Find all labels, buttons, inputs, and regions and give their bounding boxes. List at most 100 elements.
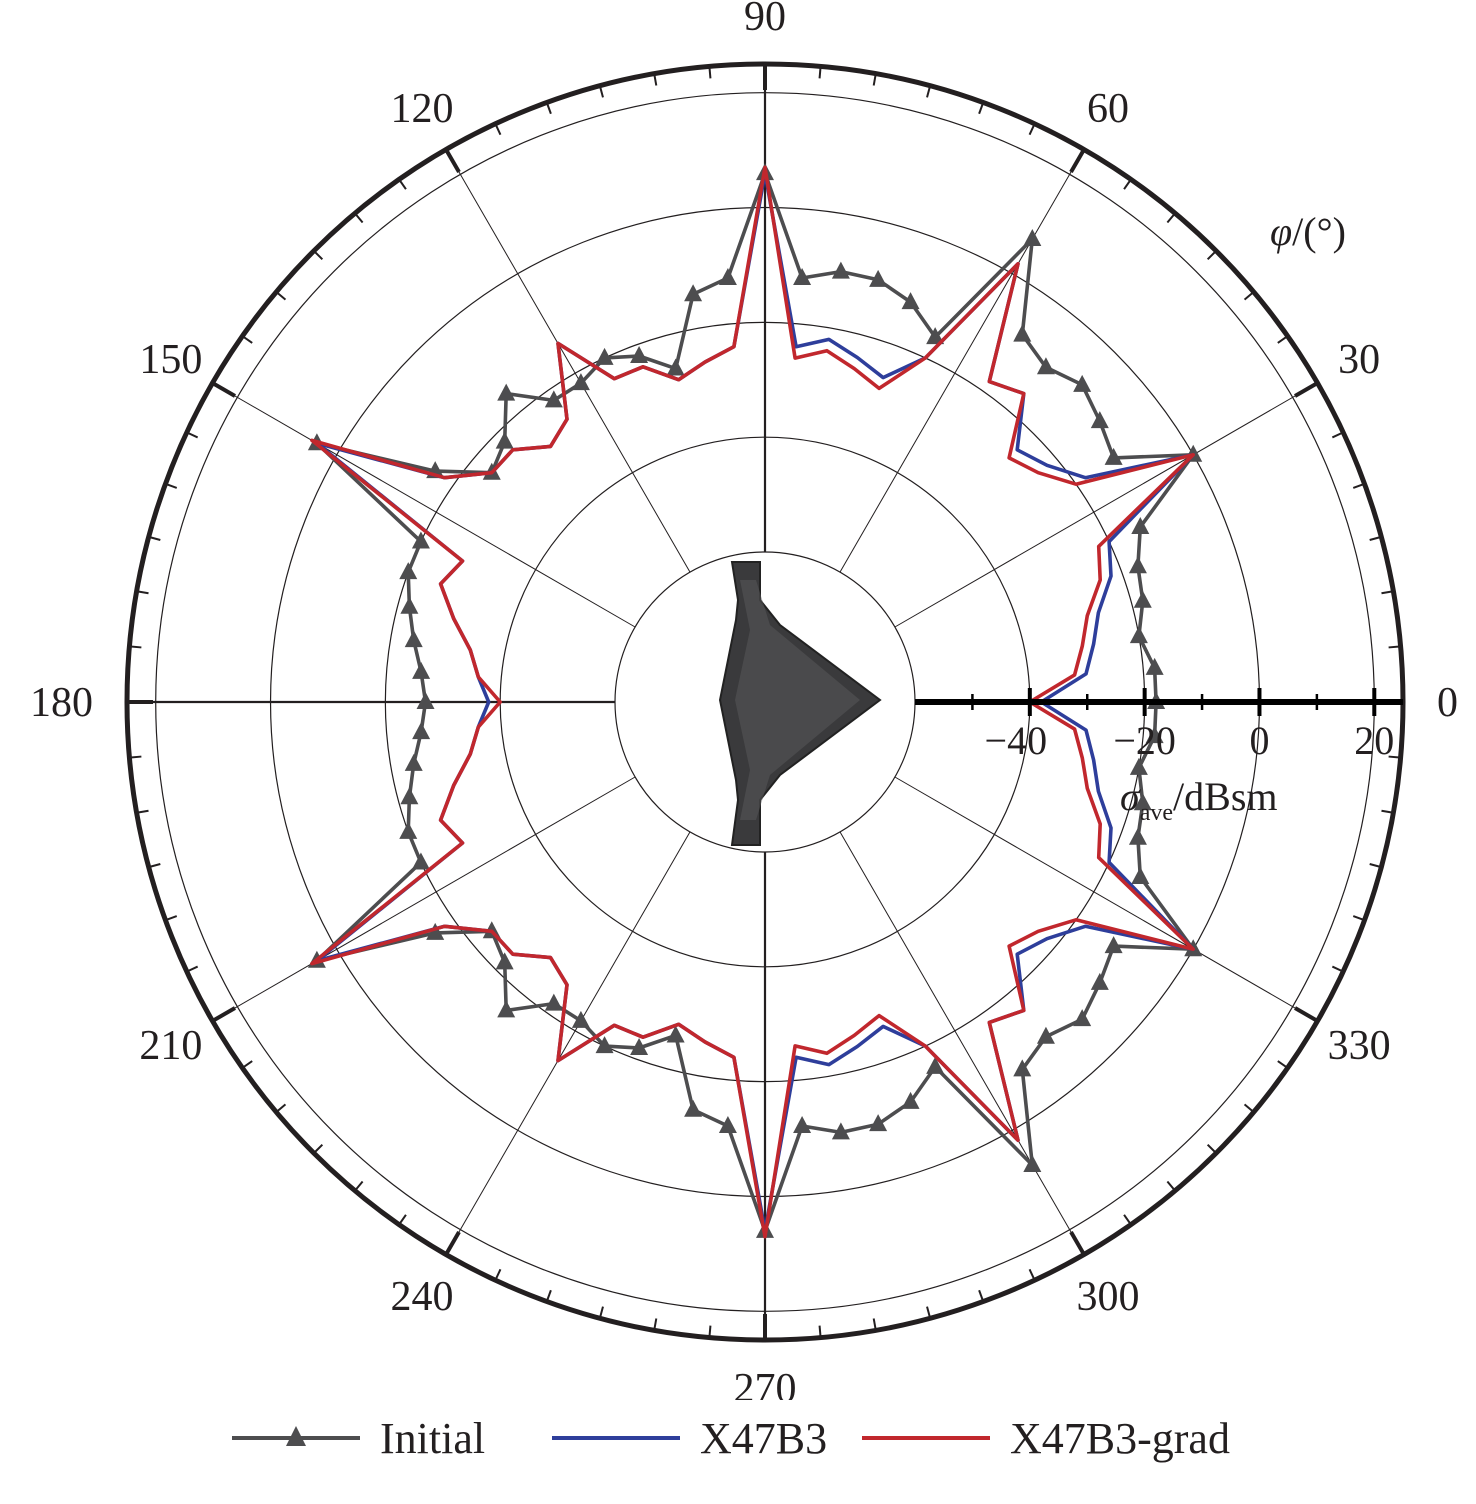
grid-spoke (839, 831, 1085, 1255)
angular-tick (1028, 123, 1036, 136)
data-point (1013, 324, 1032, 342)
axis-layer: −40 −20 0 20 0 30 60 90 120 150 180 210 240 270 300 330 (30, 0, 1458, 1400)
data-point (1090, 972, 1109, 990)
data-point (571, 373, 590, 391)
aircraft-silhouette-icon (718, 561, 882, 846)
angular-tick (1352, 482, 1365, 489)
data-point (1128, 556, 1147, 574)
grid-spoke (212, 776, 636, 1022)
angular-tick-label: 240 (391, 1274, 454, 1320)
angular-tick (165, 915, 178, 922)
angular-tick (926, 1306, 932, 1319)
data-point (404, 630, 423, 648)
angular-tick (1381, 809, 1394, 814)
grid-spoke (894, 382, 1318, 628)
data-point (1023, 228, 1042, 246)
angular-tick-label: 270 (734, 1366, 797, 1400)
angular-tick (872, 73, 877, 86)
angular-tick (1206, 1143, 1217, 1154)
angular-tick (818, 66, 822, 79)
angular-tick (398, 1214, 407, 1226)
angular-tick (1369, 535, 1382, 541)
data-point (831, 261, 850, 279)
angular-tick (494, 1268, 502, 1281)
data-point (666, 358, 685, 376)
data-point (630, 346, 649, 364)
angular-tick (1123, 1214, 1132, 1226)
angular-tick (136, 809, 149, 814)
series-layer (307, 163, 1203, 1239)
data-point (400, 596, 419, 614)
angular-tick (129, 645, 142, 649)
angular-tick (1352, 915, 1365, 922)
angular-tick (872, 1318, 877, 1331)
angular-tick (1166, 1180, 1176, 1192)
angular-tick-label: 210 (139, 1023, 202, 1069)
angular-tick (211, 1006, 236, 1023)
angular-tick (1294, 1006, 1319, 1023)
radial-axis-title: σave/dBsm (1120, 774, 1278, 826)
angular-tick (241, 335, 253, 344)
angular-tick (354, 212, 364, 224)
angular-tick-label: 330 (1328, 1023, 1391, 1069)
angular-tick (129, 755, 142, 759)
data-point (497, 383, 516, 401)
data-point (718, 268, 737, 286)
data-point (869, 269, 888, 287)
angular-tick (313, 250, 324, 261)
data-point (1129, 626, 1148, 644)
data-point (495, 431, 514, 449)
data-point (684, 284, 703, 302)
angular-tick (978, 102, 985, 115)
data-point (404, 753, 423, 771)
data-point (544, 993, 563, 1011)
radial-tick-label: −40 (985, 718, 1048, 763)
angular-tick (136, 590, 149, 595)
legend-swatch-icon (552, 1436, 680, 1440)
legend-swatch-icon (862, 1436, 990, 1440)
data-point (399, 821, 418, 839)
angular-tick (1243, 1103, 1255, 1113)
angular-tick (211, 381, 236, 398)
data-point (399, 562, 418, 580)
data-point (926, 1056, 945, 1074)
angular-tick (1388, 645, 1401, 649)
data-point (793, 1115, 812, 1133)
data-point (831, 1122, 850, 1140)
angular-tick-label: 60 (1087, 86, 1129, 132)
data-point (544, 390, 563, 408)
legend-label: X47B3-grad (1010, 1413, 1230, 1463)
radial-tick-label: −20 (1113, 718, 1176, 763)
angular-tick (1388, 755, 1401, 759)
data-point (1131, 867, 1150, 885)
angular-tick (1069, 148, 1086, 173)
legend-label: Initial (380, 1413, 486, 1463)
data-point (901, 292, 920, 310)
grid-spoke (445, 149, 691, 573)
data-point (411, 531, 430, 549)
legend-label: X47B3 (700, 1413, 828, 1463)
angular-tick (1294, 381, 1319, 398)
angular-tick (978, 1289, 985, 1302)
data-point (793, 268, 812, 286)
angular-tick (1381, 590, 1394, 595)
angular-tick (241, 1060, 253, 1069)
grid-spoke (445, 831, 691, 1255)
legend-swatch-icon (232, 1426, 360, 1446)
angular-tick (275, 291, 287, 301)
data-point (718, 1115, 737, 1133)
angular-tick-label: 180 (30, 680, 93, 726)
radial-tick-label: 0 (1249, 718, 1269, 763)
data-point (571, 1010, 590, 1028)
data-point (1133, 590, 1152, 608)
data-point (684, 1099, 703, 1117)
data-point (412, 661, 431, 679)
angular-tick-label: 0 (1437, 680, 1458, 726)
data-point (1013, 1059, 1032, 1077)
data-point (497, 1000, 516, 1018)
grid-spoke (894, 776, 1318, 1022)
legend: Initial X47B3 X47B3-grad (0, 1408, 1476, 1468)
angular-tick (354, 1180, 364, 1192)
polar-chart: −40 −20 0 20 0 30 60 90 120 150 180 210 240 270 300 330… (30, 0, 1458, 1400)
angular-tick (165, 482, 178, 489)
